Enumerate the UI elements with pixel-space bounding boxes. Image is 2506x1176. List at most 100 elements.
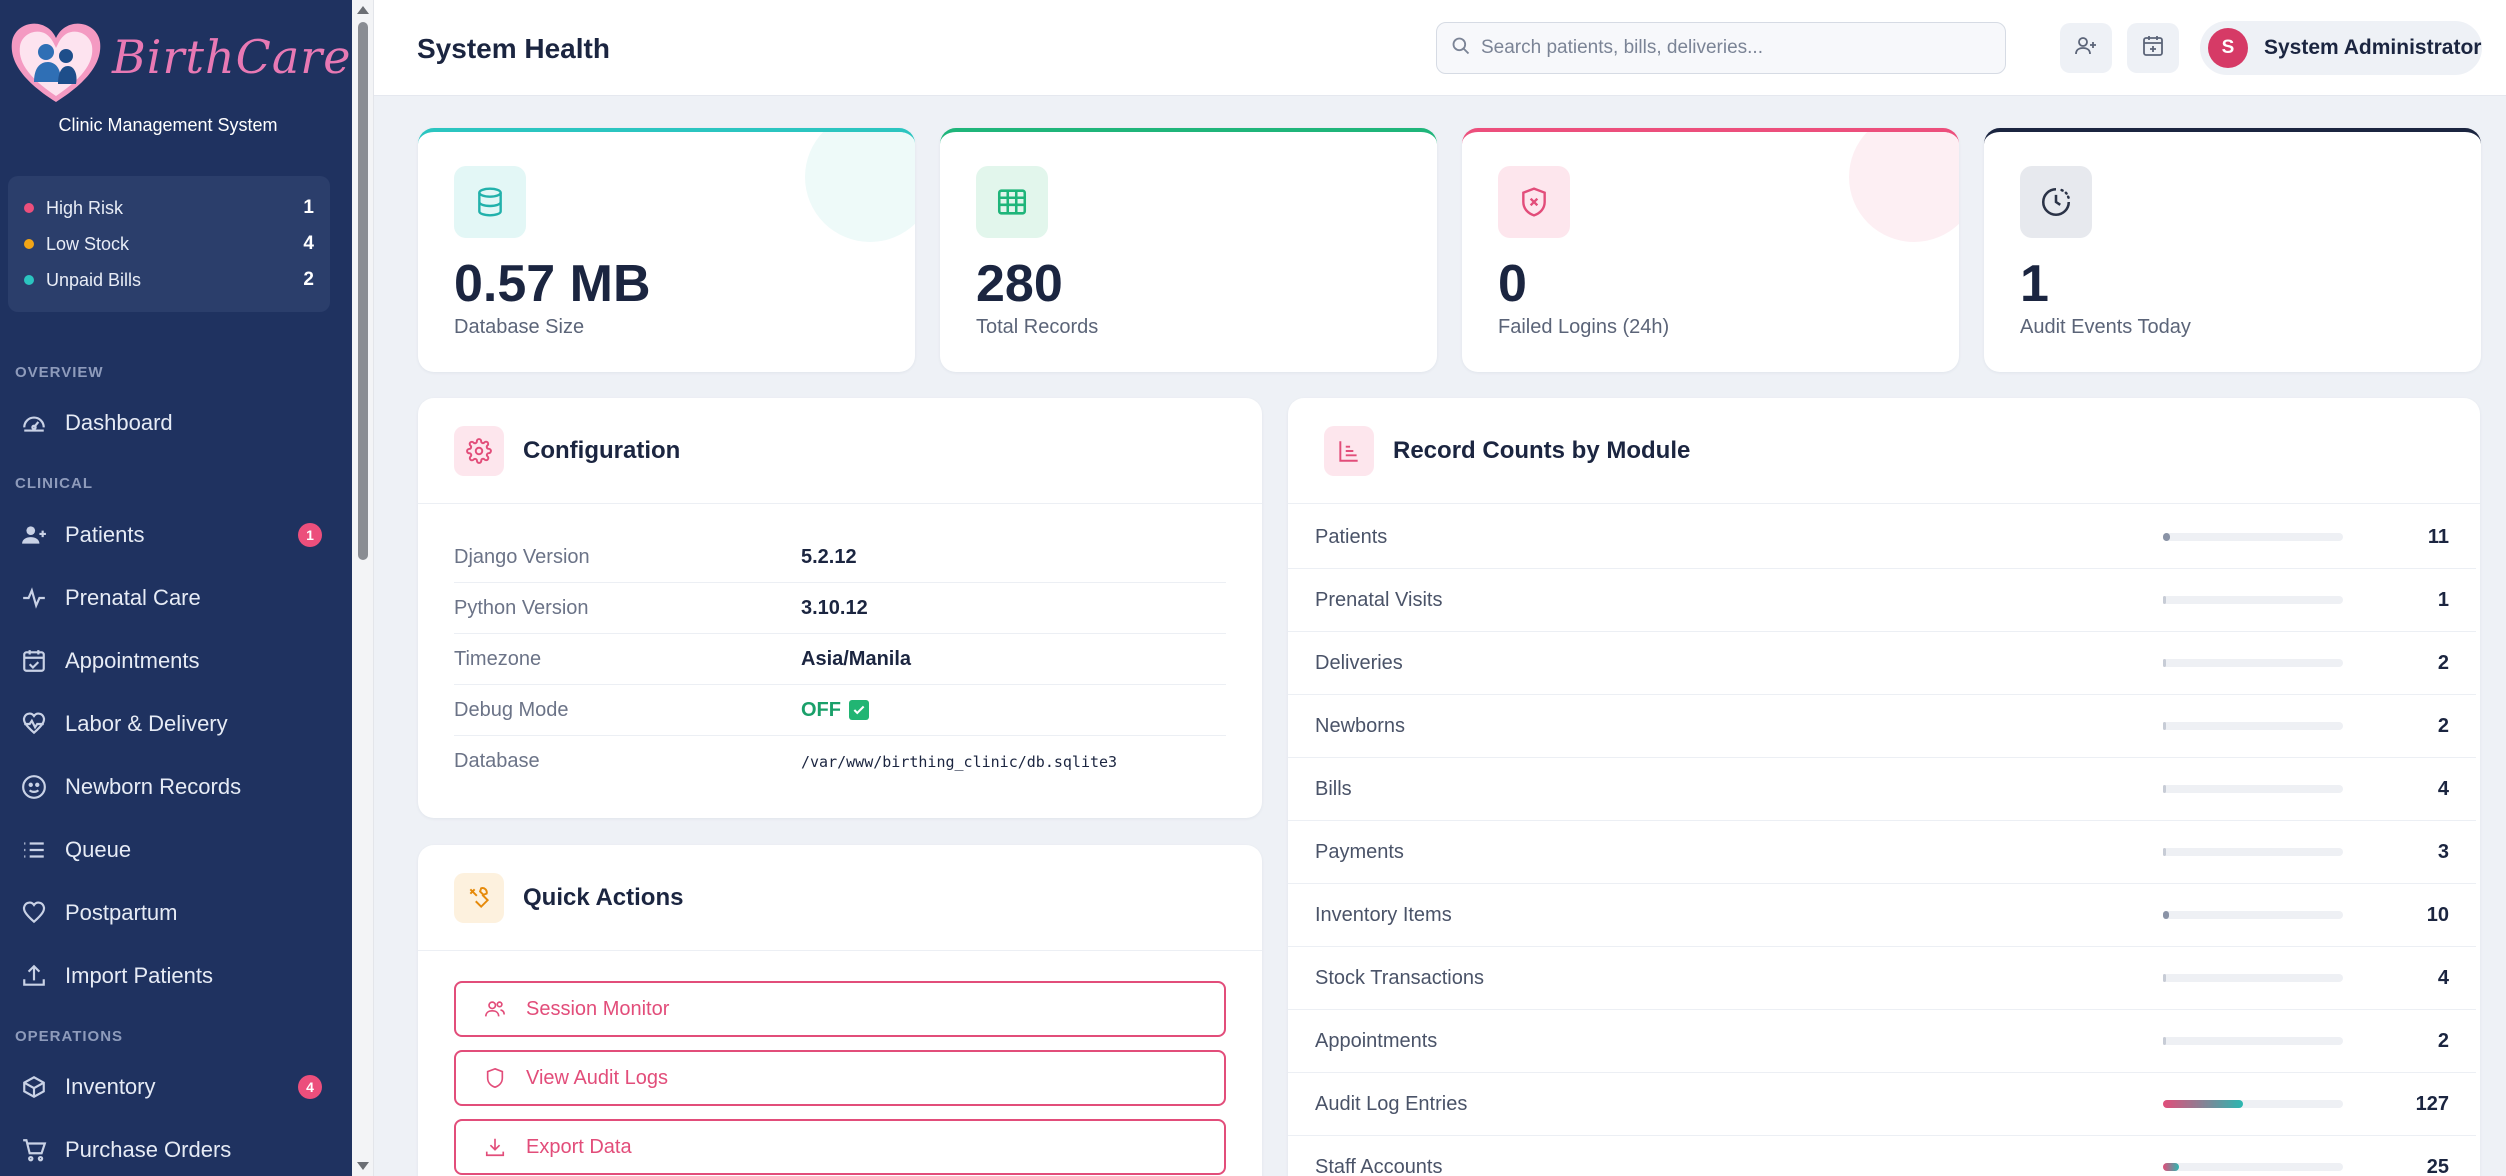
sidebar-item-import-patients[interactable]: Import Patients xyxy=(0,946,352,1006)
alert-label: Unpaid Bills xyxy=(46,269,142,290)
alert-high-risk[interactable]: High Risk 1 xyxy=(24,190,314,226)
nav-section-overview: OVERVIEW xyxy=(15,364,104,381)
brand-name: BirthCare xyxy=(112,30,352,84)
topbar: System Health S System Administrator xyxy=(374,0,2506,96)
sidebar-item-label: Newborn Records xyxy=(65,774,242,799)
config-row-django: Django Version 5.2.12 xyxy=(454,532,1226,583)
sidebar-scrollbar[interactable] xyxy=(352,0,374,1176)
search-box[interactable] xyxy=(1436,22,2006,74)
decorative-circle xyxy=(805,132,915,242)
sidebar: BirthCare Clinic Management System High … xyxy=(0,0,352,1176)
config-key: Database xyxy=(454,750,540,772)
record-count-bar-fill xyxy=(2163,785,2166,793)
record-count-row: Inventory Items 10 xyxy=(1288,884,2476,947)
sidebar-item-newborn-records[interactable]: Newborn Records xyxy=(0,757,352,817)
record-count-value: 4 xyxy=(2437,966,2449,989)
record-count-row: Stock Transactions 4 xyxy=(1288,947,2476,1010)
alert-count: 2 xyxy=(303,269,314,290)
inventory-badge: 4 xyxy=(298,1075,322,1099)
record-count-value: 2 xyxy=(2437,1029,2449,1052)
sidebar-item-queue[interactable]: Queue xyxy=(0,820,352,880)
download-icon xyxy=(482,1134,508,1160)
shield-x-icon xyxy=(1498,166,1570,238)
record-count-bar-fill xyxy=(2163,974,2166,982)
user-plus-icon xyxy=(2074,34,2098,63)
alert-low-stock[interactable]: Low Stock 4 xyxy=(24,226,314,262)
record-count-value: 10 xyxy=(2426,903,2449,926)
record-count-row: Audit Log Entries 127 xyxy=(1288,1073,2476,1136)
stat-value: 1 xyxy=(2020,255,2049,313)
nav-section-clinical: CLINICAL xyxy=(15,475,93,492)
record-count-value: 11 xyxy=(2427,525,2449,548)
alert-unpaid-bills[interactable]: Unpaid Bills 2 xyxy=(24,262,314,298)
scroll-thumb[interactable] xyxy=(358,22,368,560)
config-value: /var/www/birthing_clinic/db.sqlite3 xyxy=(801,752,1118,771)
record-count-label: Inventory Items xyxy=(1315,903,1452,926)
search-input[interactable] xyxy=(1481,37,1981,59)
alert-summary: High Risk 1 Low Stock 4 Unpaid Bills 2 xyxy=(8,176,330,312)
decorative-circle xyxy=(1849,132,1959,242)
stat-value: 0 xyxy=(1498,255,1527,313)
user-name: System Administrator xyxy=(2264,36,2482,59)
quick-actions-panel: Quick Actions Session Monitor View Audit… xyxy=(418,845,1262,1176)
sidebar-item-prenatal-care[interactable]: Prenatal Care xyxy=(0,568,352,628)
alert-count: 1 xyxy=(303,197,314,218)
sidebar-item-appointments[interactable]: Appointments xyxy=(0,631,352,691)
record-count-value: 127 xyxy=(2415,1092,2449,1115)
view-audit-logs-button[interactable]: View Audit Logs xyxy=(454,1050,1226,1106)
record-counts-header: Record Counts by Module xyxy=(1288,398,2480,504)
record-count-bar-fill xyxy=(2163,911,2169,919)
list-icon xyxy=(20,836,48,864)
record-count-bar-track xyxy=(2163,533,2343,541)
record-count-row: Payments 3 xyxy=(1288,821,2476,884)
birthcare-logo-icon xyxy=(11,23,101,102)
stat-label: Database Size xyxy=(454,316,585,338)
record-count-value: 2 xyxy=(2437,714,2449,737)
record-count-row: Prenatal Visits 1 xyxy=(1288,569,2476,632)
record-count-value: 3 xyxy=(2437,840,2449,863)
brand[interactable]: BirthCare Clinic Management System xyxy=(0,0,352,158)
sidebar-item-purchase-orders[interactable]: Purchase Orders xyxy=(0,1120,352,1176)
record-count-row: Staff Accounts 25 xyxy=(1288,1136,2476,1176)
stat-label: Audit Events Today xyxy=(2020,316,2191,338)
new-appointment-button[interactable] xyxy=(2127,23,2179,73)
sidebar-item-inventory[interactable]: Inventory 4 xyxy=(0,1057,352,1117)
config-key: Django Version xyxy=(454,545,590,568)
sidebar-item-label: Import Patients xyxy=(65,963,213,988)
scroll-down-arrow-icon[interactable] xyxy=(357,1162,369,1170)
record-count-label: Prenatal Visits xyxy=(1315,588,1443,611)
sidebar-item-labor-delivery[interactable]: Labor & Delivery xyxy=(0,694,352,754)
stat-label: Total Records xyxy=(976,316,1099,338)
record-count-label: Stock Transactions xyxy=(1315,966,1484,989)
record-count-bar-track xyxy=(2163,974,2343,982)
users-icon xyxy=(20,521,48,549)
sidebar-item-label: Inventory xyxy=(65,1074,156,1099)
session-monitor-button[interactable]: Session Monitor xyxy=(454,981,1226,1037)
avatar: S xyxy=(2208,28,2248,68)
add-patient-button[interactable] xyxy=(2060,23,2112,73)
record-count-label: Staff Accounts xyxy=(1315,1155,1443,1176)
record-count-bar-track xyxy=(2163,596,2343,604)
sidebar-item-patients[interactable]: Patients 1 xyxy=(0,505,352,565)
record-count-bar-track xyxy=(2163,1163,2343,1171)
database-icon xyxy=(454,166,526,238)
page-title: System Health xyxy=(417,33,610,64)
table-icon xyxy=(976,166,1048,238)
stat-label: Failed Logins (24h) xyxy=(1498,316,1670,338)
record-count-row: Patients 11 xyxy=(1288,506,2476,569)
config-value: 3.10.12 xyxy=(801,596,868,619)
alert-label: Low Stock xyxy=(46,233,130,254)
record-counts-panel: Record Counts by Module Patients 11 Prenat… xyxy=(1288,398,2480,1176)
stat-value: 280 xyxy=(976,255,1063,313)
sidebar-item-postpartum[interactable]: Postpartum xyxy=(0,883,352,943)
record-count-label: Appointments xyxy=(1315,1029,1438,1052)
config-row-debug: Debug Mode OFF xyxy=(454,685,1226,736)
panel-title: Quick Actions xyxy=(523,883,684,911)
users-icon xyxy=(482,996,508,1022)
record-count-bar-track xyxy=(2163,1100,2343,1108)
config-value-debug: OFF xyxy=(801,699,869,722)
export-data-button[interactable]: Export Data xyxy=(454,1119,1226,1175)
user-menu[interactable]: S System Administrator xyxy=(2200,21,2482,75)
scroll-up-arrow-icon[interactable] xyxy=(357,6,369,14)
sidebar-item-dashboard[interactable]: Dashboard xyxy=(0,393,352,453)
